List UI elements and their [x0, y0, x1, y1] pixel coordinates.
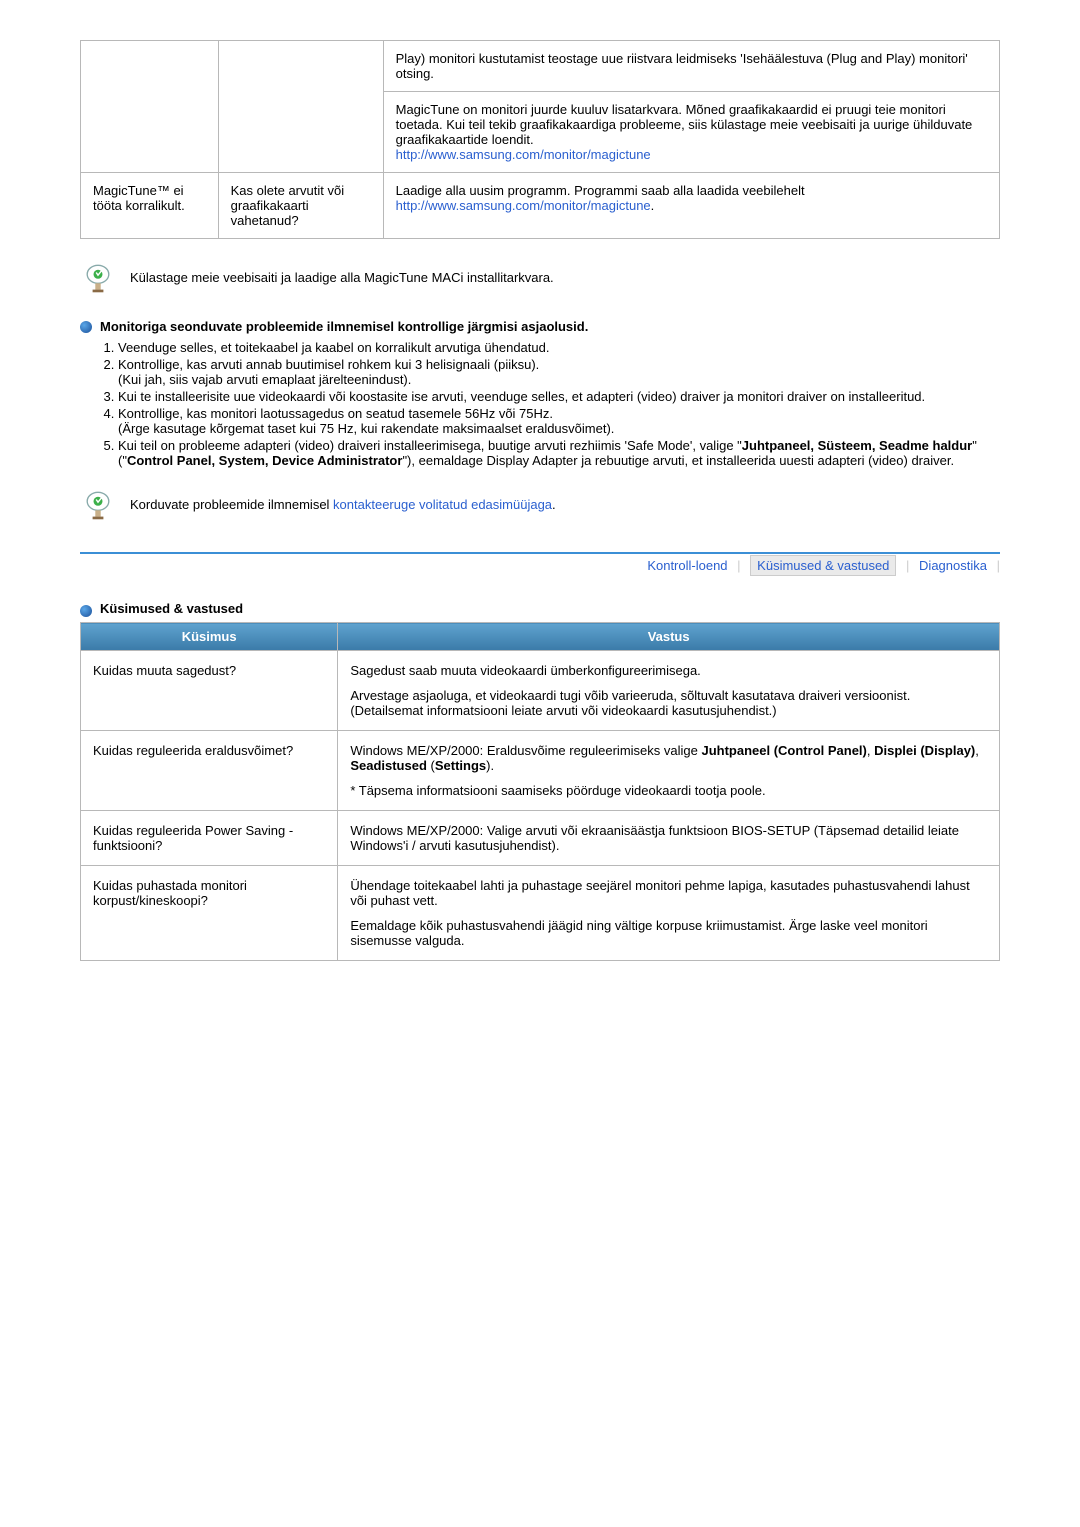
bullet-icon	[80, 605, 92, 617]
cell-problem: MagicTune™ ei tööta korralikult.	[81, 173, 219, 239]
info-icon-2	[80, 486, 116, 522]
n2-post: .	[552, 497, 556, 512]
checks-list: Veenduge selles, et toitekaabel ja kaabe…	[102, 340, 1000, 468]
qa2-b2: Displei (Display)	[874, 743, 975, 758]
cell-empty-1	[81, 41, 219, 173]
qa3-a1: Windows ME/XP/2000: Valige arvuti või ek…	[350, 823, 987, 853]
qa2-m2: ,	[975, 743, 979, 758]
n2-pre: Korduvate probleemide ilmnemisel	[130, 497, 333, 512]
cell-play-note: Play) monitori kustutamist teostage uue …	[383, 41, 999, 92]
checks-heading-text: Monitoriga seonduvate probleemide ilmnem…	[100, 319, 588, 334]
qa-q-3: Kuidas reguleerida Power Saving -funktsi…	[81, 811, 338, 866]
magictune-link-2[interactable]: http://www.samsung.com/monitor/magictune	[396, 198, 651, 213]
qa-q-4: Kuidas puhastada monitori korpust/kinesk…	[81, 866, 338, 961]
tab-qa[interactable]: Küsimused & vastused	[750, 555, 896, 576]
qa-a-3: Windows ME/XP/2000: Valige arvuti või ek…	[338, 811, 1000, 866]
qa-title-text: Küsimused & vastused	[100, 601, 243, 616]
qa-a-1: Sagedust saab muuta videokaardi ümberkon…	[338, 651, 1000, 731]
qa2-b4: Settings	[435, 758, 486, 773]
check-4: Kontrollige, kas monitori laotussagedus …	[118, 406, 1000, 436]
cell-empty-2	[218, 41, 383, 173]
note-row-2: Korduvate probleemide ilmnemisel kontakt…	[80, 486, 1000, 522]
qa1-a2: Arvestage asjaoluga, et videokaardi tugi…	[350, 688, 987, 718]
note-row-1: Külastage meie veebisaiti ja laadige all…	[80, 259, 1000, 295]
checks-heading: Monitoriga seonduvate probleemide ilmnem…	[80, 319, 1000, 334]
qa4-a1: Ühendage toitekaabel lahti ja puhastage …	[350, 878, 987, 908]
troubleshoot-table: Play) monitori kustutamist teostage uue …	[80, 40, 1000, 239]
check-2: Kontrollige, kas arvuti annab buutimisel…	[118, 357, 1000, 387]
cell-answer: Laadige alla uusim programm. Programmi s…	[383, 173, 999, 239]
cell-magictune-info: MagicTune on monitori juurde kuuluv lisa…	[383, 92, 999, 173]
qa-row: Kuidas reguleerida Power Saving -funktsi…	[81, 811, 1000, 866]
qa2-a1: Windows ME/XP/2000: Eraldusvõime regulee…	[350, 743, 987, 773]
sep: |	[906, 558, 909, 573]
tab-checklist[interactable]: Kontroll-loend	[647, 558, 727, 573]
qa-row: Kuidas reguleerida eraldusvõimet? Window…	[81, 731, 1000, 811]
qa-a-4: Ühendage toitekaabel lahti ja puhastage …	[338, 866, 1000, 961]
tabs: Kontroll-loend | Küsimused & vastused | …	[80, 552, 1000, 573]
cell-question: Kas olete arvutit või graafikakaarti vah…	[218, 173, 383, 239]
qa-table: Küsimus Vastus Kuidas muuta sagedust? Sa…	[80, 622, 1000, 961]
qa-q-1: Kuidas muuta sagedust?	[81, 651, 338, 731]
download-text: Laadige alla uusim programm. Programmi s…	[396, 183, 805, 198]
note-1-text: Külastage meie veebisaiti ja laadige all…	[130, 270, 554, 285]
qa2-pre: Windows ME/XP/2000: Eraldusvõime regulee…	[350, 743, 701, 758]
check-1: Veenduge selles, et toitekaabel ja kaabe…	[118, 340, 1000, 355]
period: .	[651, 198, 655, 213]
note-2-text: Korduvate probleemide ilmnemisel kontakt…	[130, 497, 556, 512]
c5-b1: Juhtpaneel, Süsteem, Seadme haldur	[742, 438, 972, 453]
sep: |	[997, 558, 1000, 573]
qa2-post: ).	[486, 758, 494, 773]
qa4-a2: Eemaldage kõik puhastusvahendi jäägid ni…	[350, 918, 987, 948]
check-5: Kui teil on probleeme adapteri (video) d…	[118, 438, 1000, 468]
th-answer: Vastus	[338, 623, 1000, 651]
info-icon	[80, 259, 116, 295]
check-3: Kui te installeerisite uue videokaardi v…	[118, 389, 1000, 404]
qa2-m3: (	[427, 758, 435, 773]
qa2-a2: * Täpsema informatsiooni saamiseks pöörd…	[350, 783, 987, 798]
qa2-b3: Seadistused	[350, 758, 427, 773]
qa1-a1: Sagedust saab muuta videokaardi ümberkon…	[350, 663, 987, 678]
magictune-text: MagicTune on monitori juurde kuuluv lisa…	[396, 102, 973, 147]
c5-b2: Control Panel, System, Device Administra…	[127, 453, 402, 468]
qa2-b1: Juhtpaneel (Control Panel)	[701, 743, 866, 758]
c5-post: "), eemaldage Display Adapter ja rebuuti…	[402, 453, 954, 468]
qa-a-2: Windows ME/XP/2000: Eraldusvõime regulee…	[338, 731, 1000, 811]
qa-title: Küsimused & vastused	[80, 601, 1000, 616]
qa-q-2: Kuidas reguleerida eraldusvõimet?	[81, 731, 338, 811]
th-question: Küsimus	[81, 623, 338, 651]
c5-pre: Kui teil on probleeme adapteri (video) d…	[118, 438, 742, 453]
magictune-link-1[interactable]: http://www.samsung.com/monitor/magictune	[396, 147, 651, 162]
dealer-link[interactable]: kontakteeruge volitatud edasimüüjaga	[333, 497, 552, 512]
qa-row: Kuidas puhastada monitori korpust/kinesk…	[81, 866, 1000, 961]
qa-row: Kuidas muuta sagedust? Sagedust saab muu…	[81, 651, 1000, 731]
bullet-icon	[80, 321, 92, 333]
sep: |	[737, 558, 740, 573]
tab-diagnostics[interactable]: Diagnostika	[919, 558, 987, 573]
